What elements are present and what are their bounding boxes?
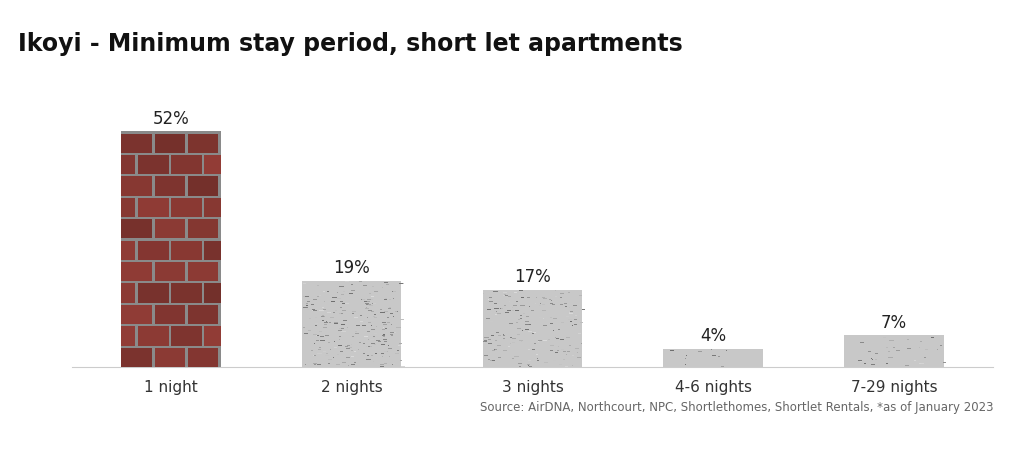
Bar (155, 347, 185, 367)
Bar (122, 326, 135, 346)
Bar (204, 198, 221, 217)
Bar (204, 284, 221, 303)
Text: 19%: 19% (334, 259, 370, 277)
Bar (138, 198, 169, 217)
Bar (664, 349, 763, 367)
Bar (122, 131, 221, 367)
Bar (122, 262, 152, 281)
Bar (155, 262, 185, 281)
Bar (187, 176, 218, 196)
Bar (187, 262, 218, 281)
Bar (187, 134, 218, 153)
Bar (122, 176, 152, 196)
Bar (155, 219, 185, 238)
Bar (155, 134, 185, 153)
Bar (171, 284, 202, 303)
Bar (204, 241, 221, 260)
Bar (302, 281, 401, 367)
Bar (138, 326, 169, 346)
Bar (187, 305, 218, 324)
Bar (122, 305, 152, 324)
Bar (204, 155, 221, 174)
Bar (122, 198, 135, 217)
Bar (122, 326, 135, 346)
Text: Source: AirDNA, Northcourt, NPC, Shortlethomes, Shortlet Rentals, *as of January: Source: AirDNA, Northcourt, NPC, Shortle… (480, 401, 993, 414)
Bar (187, 219, 218, 238)
Bar (122, 284, 135, 303)
Bar (187, 347, 218, 367)
Bar (171, 326, 202, 346)
Bar (138, 155, 169, 174)
Bar (204, 326, 221, 346)
Bar (204, 198, 221, 217)
Bar (122, 284, 135, 303)
Bar (155, 219, 185, 238)
Bar (155, 176, 185, 196)
Bar (122, 241, 135, 260)
Bar (122, 241, 135, 260)
Bar (155, 347, 185, 367)
Text: 17%: 17% (514, 268, 551, 286)
Bar (122, 134, 152, 153)
Text: 7%: 7% (881, 313, 907, 332)
Bar (204, 326, 221, 346)
Bar (171, 155, 202, 174)
Bar (171, 241, 202, 260)
Bar (122, 176, 152, 196)
Bar (138, 326, 169, 346)
Bar (122, 155, 135, 174)
Bar (187, 262, 218, 281)
Bar (155, 134, 185, 153)
Bar (138, 155, 169, 174)
Bar (187, 219, 218, 238)
Bar (138, 284, 169, 303)
Bar (122, 131, 221, 367)
Bar (122, 262, 152, 281)
Text: 4%: 4% (700, 327, 726, 345)
Bar (171, 155, 202, 174)
Bar (171, 241, 202, 260)
Bar (204, 241, 221, 260)
Bar (138, 241, 169, 260)
Bar (187, 176, 218, 196)
Bar (155, 262, 185, 281)
Text: 52%: 52% (153, 110, 189, 128)
Bar (171, 284, 202, 303)
Bar (204, 155, 221, 174)
Bar (122, 198, 135, 217)
Bar (122, 347, 152, 367)
Bar (122, 134, 152, 153)
Bar (122, 155, 135, 174)
Bar (122, 219, 152, 238)
Bar (187, 134, 218, 153)
Bar (187, 305, 218, 324)
Bar (138, 241, 169, 260)
Bar (844, 335, 943, 367)
Bar (122, 219, 152, 238)
Bar (155, 305, 185, 324)
Bar (482, 290, 583, 367)
Bar (171, 198, 202, 217)
Text: Ikoyi - Minimum stay period, short let apartments: Ikoyi - Minimum stay period, short let a… (18, 32, 683, 56)
Bar (138, 284, 169, 303)
Bar (122, 305, 152, 324)
Bar (187, 347, 218, 367)
Bar (171, 326, 202, 346)
Bar (122, 347, 152, 367)
Bar (155, 176, 185, 196)
Bar (138, 198, 169, 217)
Bar (155, 305, 185, 324)
Bar (204, 284, 221, 303)
Bar (171, 198, 202, 217)
